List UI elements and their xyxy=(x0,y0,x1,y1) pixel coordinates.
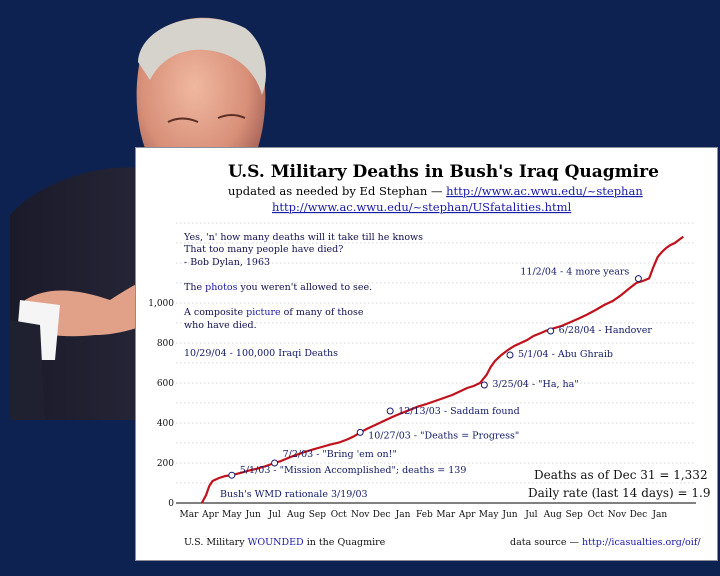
y-tick-label: 1,000 xyxy=(148,299,174,309)
x-tick-label: Jun xyxy=(245,510,261,520)
composite-line-1: A composite picture of many of those xyxy=(183,307,364,318)
event-label: 5/1/04 - Abu Ghraib xyxy=(518,349,613,360)
event-marker xyxy=(506,351,514,359)
wounded-footer: U.S. Military WOUNDED in the Quagmire xyxy=(184,537,386,548)
x-tick-label: Sep xyxy=(309,510,326,520)
x-tick-label: Apr xyxy=(201,510,219,520)
x-tick-label: Dec xyxy=(373,510,391,520)
author-link[interactable]: http://www.ac.wwu.edu/~stephan xyxy=(446,184,643,198)
data-source-footer: data source — http://icasualties.org/oif… xyxy=(510,537,701,548)
x-tick-label: Jan xyxy=(395,510,411,520)
daily-rate-stat: Daily rate (last 14 days) = 1.9 xyxy=(528,486,710,500)
x-tick-label: Apr xyxy=(458,510,476,520)
composite-line-2: who have died. xyxy=(184,320,257,331)
y-tick-label: 400 xyxy=(157,419,174,429)
y-tick-label: 0 xyxy=(168,499,174,509)
event-marker xyxy=(228,471,236,479)
event-label: 7/2/03 - "Bring 'em on!" xyxy=(283,449,397,460)
y-tick-label: 200 xyxy=(157,459,174,469)
y-tick-label: 600 xyxy=(157,379,174,389)
x-tick-label: Mar xyxy=(180,510,200,520)
lyric-line-3: - Bob Dylan, 1963 xyxy=(184,257,270,268)
lyric-line-1: Yes, 'n' how many deaths will it take ti… xyxy=(183,232,423,243)
x-tick-label: Nov xyxy=(351,510,370,520)
x-axis-ticks: Mar Apr May Jun Jul Aug Sep Oct Nov Dec Jan Feb Mar A… xyxy=(180,510,668,520)
x-tick-label: Jan xyxy=(651,510,667,520)
event-label: 12/13/03 - Saddam found xyxy=(398,406,520,417)
deaths-total-stat: Deaths as of Dec 31 = 1,332 xyxy=(534,468,708,482)
x-tick-label: Mar xyxy=(436,510,456,520)
wmd-rationale-note: Bush's WMD rationale 3/19/03 xyxy=(220,489,368,500)
wounded-link[interactable]: WOUNDED xyxy=(248,537,304,548)
picture-link[interactable]: picture xyxy=(246,307,281,318)
x-tick-label: Oct xyxy=(588,510,604,520)
y-axis-ticks: 0 200 400 600 800 1,000 xyxy=(148,299,174,509)
iraqi-deaths-note: 10/29/04 - 100,000 Iraqi Deaths xyxy=(184,348,338,359)
x-tick-label: Aug xyxy=(543,510,562,520)
event-label: 11/2/04 - 4 more years xyxy=(520,267,629,278)
event-label: 10/27/03 - "Deaths = Progress" xyxy=(368,430,519,441)
chart-title: U.S. Military Deaths in Bush's Iraq Quag… xyxy=(228,162,659,182)
event-label: 3/25/04 - "Ha, ha" xyxy=(492,379,578,390)
event-label: 6/28/04 - Handover xyxy=(559,325,653,336)
y-tick-label: 800 xyxy=(157,339,174,349)
fatalities-page-link[interactable]: http://www.ac.wwu.edu/~stephan/USfatalit… xyxy=(272,200,572,214)
x-tick-label: May xyxy=(479,510,500,520)
event-markers: 5/1/03 - "Mission Accomplished"; deaths … xyxy=(228,267,653,479)
x-tick-label: May xyxy=(222,510,243,520)
event-marker xyxy=(547,327,555,335)
lyric-line-2: That too many people have died? xyxy=(184,244,343,255)
x-tick-label: Aug xyxy=(286,510,305,520)
event-label: 5/1/03 - "Mission Accomplished"; deaths … xyxy=(240,465,467,476)
x-tick-label: Nov xyxy=(608,510,627,520)
chart-subtitle: updated as needed by Ed Stephan — http:/… xyxy=(228,184,643,198)
x-tick-label: Oct xyxy=(331,510,347,520)
event-marker xyxy=(386,407,394,415)
chart-panel: U.S. Military Deaths in Bush's Iraq Quag… xyxy=(135,147,718,561)
x-tick-label: Jun xyxy=(501,510,517,520)
x-tick-label: Feb xyxy=(416,510,433,520)
photos-link[interactable]: photos xyxy=(205,282,237,293)
event-marker xyxy=(480,381,488,389)
event-marker xyxy=(356,428,364,436)
photos-line: The photos you weren't allowed to see. xyxy=(184,282,372,293)
fatalities-chart: U.S. Military Deaths in Bush's Iraq Quag… xyxy=(148,162,710,548)
event-marker xyxy=(271,459,279,467)
x-tick-label: Jul xyxy=(524,510,537,520)
x-tick-label: Dec xyxy=(630,510,648,520)
event-marker xyxy=(634,275,642,283)
subtitle-text: updated as needed by Ed Stephan — xyxy=(228,184,446,198)
x-tick-label: Jul xyxy=(267,510,280,520)
x-tick-label: Sep xyxy=(566,510,583,520)
data-source-link[interactable]: http://icasualties.org/oif/ xyxy=(582,537,701,548)
